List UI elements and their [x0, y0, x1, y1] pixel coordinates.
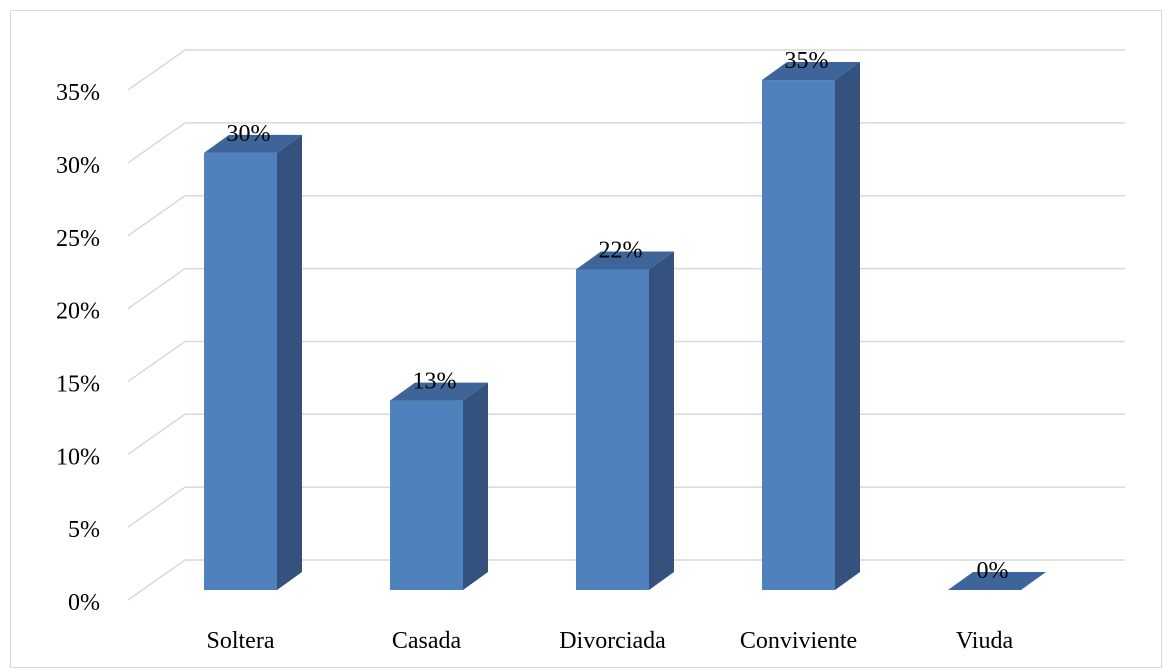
data-label: 0%	[977, 558, 1009, 584]
bar	[390, 382, 488, 590]
y-tick-label: 15%	[56, 371, 100, 397]
bar-front	[390, 400, 463, 590]
bar-side	[649, 251, 674, 590]
bar-top	[576, 251, 674, 270]
bar	[762, 62, 860, 591]
bar-front	[576, 269, 649, 590]
bar-top	[762, 62, 860, 81]
y-axis-tick-labels: 0% 5% 10% 15% 20% 25% 30% 35%	[56, 80, 100, 616]
data-labels: 30% 13% 22% 35% 0%	[227, 48, 1009, 584]
category-label: Conviviente	[740, 628, 857, 654]
bar-top	[204, 134, 302, 153]
bar-side	[463, 382, 488, 590]
y-tick-label: 30%	[56, 153, 100, 179]
gridline	[127, 49, 1125, 91]
y-tick-label: 25%	[56, 226, 100, 252]
y-tick-label: 35%	[56, 80, 100, 106]
bar-top	[390, 382, 488, 401]
bar-side	[835, 62, 860, 591]
category-label: Soltera	[207, 628, 275, 654]
category-label: Viuda	[956, 628, 1014, 654]
bar	[204, 134, 302, 590]
data-label: 13%	[413, 369, 457, 395]
category-label: Casada	[392, 628, 462, 654]
bars	[204, 62, 1046, 591]
bar-side	[277, 134, 302, 590]
category-label: Divorciada	[559, 628, 666, 654]
bar-front	[762, 80, 835, 591]
x-axis-category-labels: Soltera Casada Divorciada Conviviente Viuda	[207, 628, 1014, 654]
bar-top	[948, 572, 1046, 590]
y-tick-label: 5%	[68, 517, 100, 543]
y-tick-label: 10%	[56, 444, 100, 470]
y-tick-label: 20%	[56, 299, 100, 325]
bar	[948, 572, 1046, 590]
data-label: 35%	[785, 48, 829, 74]
bar-front	[204, 152, 277, 590]
bar	[576, 251, 674, 590]
data-label: 30%	[227, 121, 271, 147]
y-tick-label: 0%	[68, 590, 100, 616]
data-label: 22%	[599, 237, 643, 263]
